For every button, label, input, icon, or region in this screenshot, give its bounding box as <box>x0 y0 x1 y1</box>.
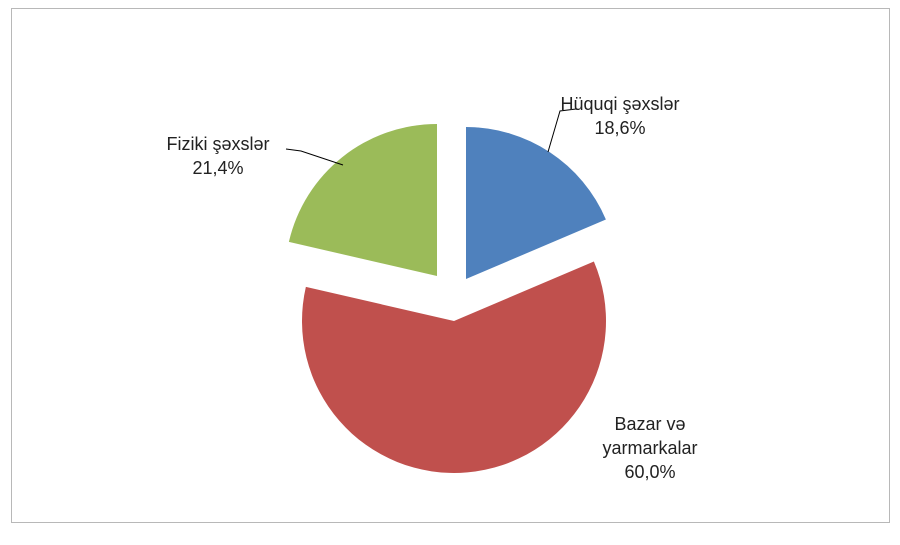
slice-name: Hüquqi şəxslər <box>560 94 679 114</box>
slice-percent: 60,0% <box>624 462 675 482</box>
leader-line <box>285 148 344 166</box>
slice-data-label: Bazar və yarmarkalar 60,0% <box>602 414 697 482</box>
slice-data-label: Hüquqi şəxslər 18,6% <box>560 94 679 138</box>
slice-name: yarmarkalar <box>602 438 697 458</box>
slice-name: Fiziki şəxslər <box>166 134 269 154</box>
pie-slice <box>302 261 607 473</box>
slice-percent: 18,6% <box>594 118 645 138</box>
slice-percent: 21,4% <box>192 158 243 178</box>
pie-slice <box>288 124 437 276</box>
pie-slice <box>466 127 606 279</box>
slice-name: Bazar və <box>614 414 685 434</box>
slice-data-label: Fiziki şəxslər 21,4% <box>166 134 269 178</box>
leader-line <box>547 108 577 153</box>
